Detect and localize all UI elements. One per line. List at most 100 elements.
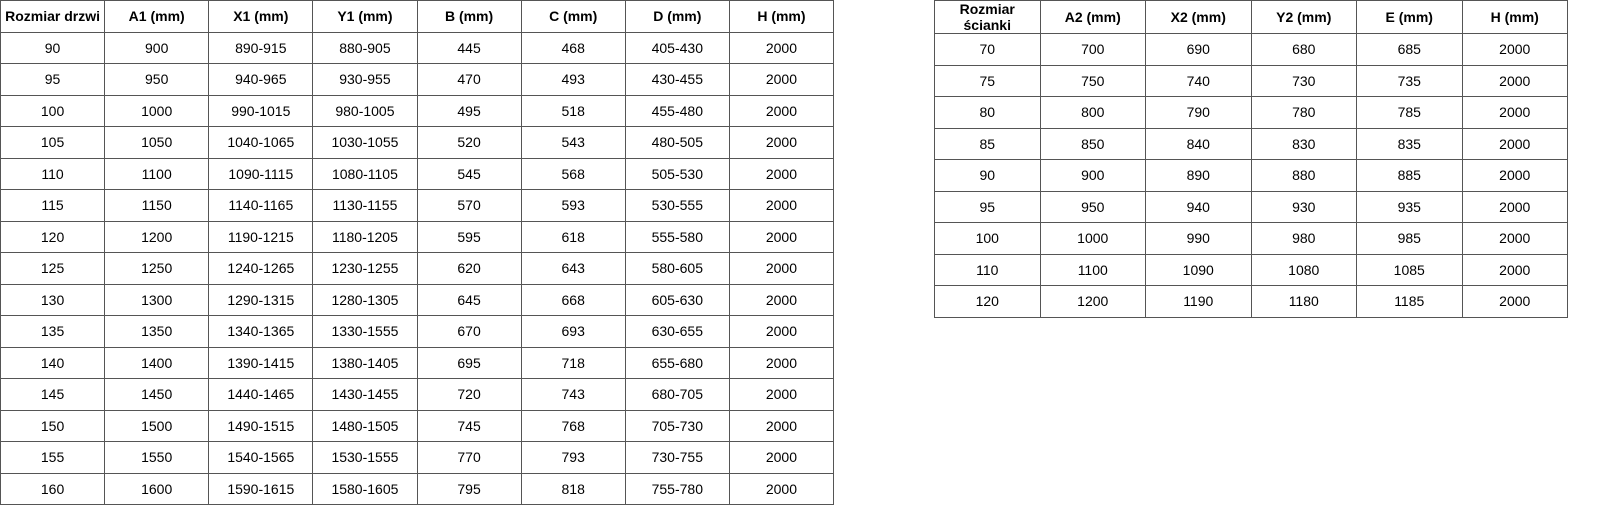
table-cell: 668 xyxy=(520,283,626,316)
table-cell: 1100 xyxy=(1039,253,1146,286)
table-cell: 985 xyxy=(1356,222,1463,255)
table-cell: 160 xyxy=(0,472,106,505)
table-cell: 2000 xyxy=(1461,96,1568,129)
column-header: E (mm) xyxy=(1356,0,1463,34)
table-cell: 1250 xyxy=(104,252,210,285)
table-row: 90 900 890-915 880-905 445 468 405-430 2000 xyxy=(0,31,835,64)
table-cell: 2000 xyxy=(1461,222,1568,255)
table-cell: 595 xyxy=(416,220,522,253)
table-cell: 90 xyxy=(934,159,1041,192)
column-header: H (mm) xyxy=(1461,0,1568,34)
table-cell: 730-755 xyxy=(624,441,730,474)
table-cell: 2000 xyxy=(1461,127,1568,160)
column-header: Y2 (mm) xyxy=(1250,0,1357,34)
table-cell: 750 xyxy=(1039,64,1146,97)
table-cell: 1380-1405 xyxy=(312,346,418,379)
table-cell: 150 xyxy=(0,409,106,442)
table-cell: 768 xyxy=(520,409,626,442)
table-cell: 530-555 xyxy=(624,189,730,222)
column-header: Rozmiar ścianki xyxy=(934,0,1041,34)
table-cell: 85 xyxy=(934,127,1041,160)
header-row: Rozmiar ścianki A2 (mm) X2 (mm) Y2 (mm) E (m… xyxy=(934,0,1568,34)
table-cell: 1040-1065 xyxy=(208,126,314,159)
table-cell: 1340-1365 xyxy=(208,315,314,348)
table-cell: 690 xyxy=(1145,33,1252,66)
column-header: D (mm) xyxy=(624,0,730,33)
table-cell: 115 xyxy=(0,189,106,222)
table-cell: 1290-1315 xyxy=(208,283,314,316)
table-cell: 455-480 xyxy=(624,94,730,127)
table-cell: 2000 xyxy=(728,409,835,442)
table-cell: 2000 xyxy=(728,441,835,474)
table-row: 75 750 740 730 735 2000 xyxy=(934,64,1568,97)
table-cell: 2000 xyxy=(728,126,835,159)
table-row: 100 1000 990 980 985 2000 xyxy=(934,222,1568,255)
table-cell: 705-730 xyxy=(624,409,730,442)
table-cell: 680-705 xyxy=(624,378,730,411)
table-cell: 830 xyxy=(1250,127,1357,160)
table-cell: 720 xyxy=(416,378,522,411)
table-cell: 1185 xyxy=(1356,285,1463,318)
table-cell: 1540-1565 xyxy=(208,441,314,474)
table-cell: 130 xyxy=(0,283,106,316)
table-cell: 468 xyxy=(520,31,626,64)
table-cell: 1190-1215 xyxy=(208,220,314,253)
table-row: 95 950 940-965 930-955 470 493 430-455 2000 xyxy=(0,63,835,96)
table-cell: 95 xyxy=(0,63,106,96)
table-cell: 885 xyxy=(1356,159,1463,192)
table-cell: 1030-1055 xyxy=(312,126,418,159)
column-header: A2 (mm) xyxy=(1039,0,1146,34)
table-cell: 1500 xyxy=(104,409,210,442)
table-cell: 680 xyxy=(1250,33,1357,66)
table-row: 110 1100 1090 1080 1085 2000 xyxy=(934,253,1568,286)
table-cell: 1085 xyxy=(1356,253,1463,286)
table-cell: 125 xyxy=(0,252,106,285)
table-cell: 495 xyxy=(416,94,522,127)
table-cell: 1240-1265 xyxy=(208,252,314,285)
table-cell: 1090 xyxy=(1145,253,1252,286)
column-header: X2 (mm) xyxy=(1145,0,1252,34)
table-cell: 570 xyxy=(416,189,522,222)
column-header: Rozmiar drzwi xyxy=(0,0,106,33)
table-cell: 655-680 xyxy=(624,346,730,379)
table-row: 85 850 840 830 835 2000 xyxy=(934,127,1568,160)
table-row: 145 1450 1440-1465 1430-1455 720 743 680-705 20… xyxy=(0,378,835,411)
table-cell: 1430-1455 xyxy=(312,378,418,411)
table-cell: 593 xyxy=(520,189,626,222)
table-cell: 543 xyxy=(520,126,626,159)
table-cell: 1300 xyxy=(104,283,210,316)
table-cell: 155 xyxy=(0,441,106,474)
table-cell: 505-530 xyxy=(624,157,730,190)
column-header: Y1 (mm) xyxy=(312,0,418,33)
table-cell: 1180-1205 xyxy=(312,220,418,253)
table-cell: 105 xyxy=(0,126,106,159)
table-cell: 430-455 xyxy=(624,63,730,96)
table-cell: 1190 xyxy=(1145,285,1252,318)
table-cell: 2000 xyxy=(1461,33,1568,66)
table-cell: 70 xyxy=(934,33,1041,66)
table-cell: 90 xyxy=(0,31,106,64)
table-cell: 2000 xyxy=(728,315,835,348)
table-cell: 1080 xyxy=(1250,253,1357,286)
table-cell: 135 xyxy=(0,315,106,348)
table-cell: 1230-1255 xyxy=(312,252,418,285)
table-cell: 795 xyxy=(416,472,522,505)
table-cell: 1080-1105 xyxy=(312,157,418,190)
table-cell: 120 xyxy=(934,285,1041,318)
table-row: 140 1400 1390-1415 1380-1405 695 718 655-680 20… xyxy=(0,346,835,379)
table-cell: 2000 xyxy=(1461,285,1568,318)
table-cell: 1200 xyxy=(1039,285,1146,318)
table-cell: 1450 xyxy=(104,378,210,411)
table-cell: 110 xyxy=(0,157,106,190)
table-cell: 693 xyxy=(520,315,626,348)
table-cell: 730 xyxy=(1250,64,1357,97)
table-row: 120 1200 1190 1180 1185 2000 xyxy=(934,285,1568,318)
table-cell: 2000 xyxy=(1461,253,1568,286)
table-cell: 480-505 xyxy=(624,126,730,159)
door-size-table: Rozmiar drzwi A1 (mm) X1 (mm) Y1 (mm) B (mm)… xyxy=(0,0,835,505)
table-cell: 940-965 xyxy=(208,63,314,96)
table-cell: 643 xyxy=(520,252,626,285)
table-cell: 1350 xyxy=(104,315,210,348)
table-cell: 2000 xyxy=(728,378,835,411)
table-row: 135 1350 1340-1365 1330-1555 670 693 630-655 20… xyxy=(0,315,835,348)
